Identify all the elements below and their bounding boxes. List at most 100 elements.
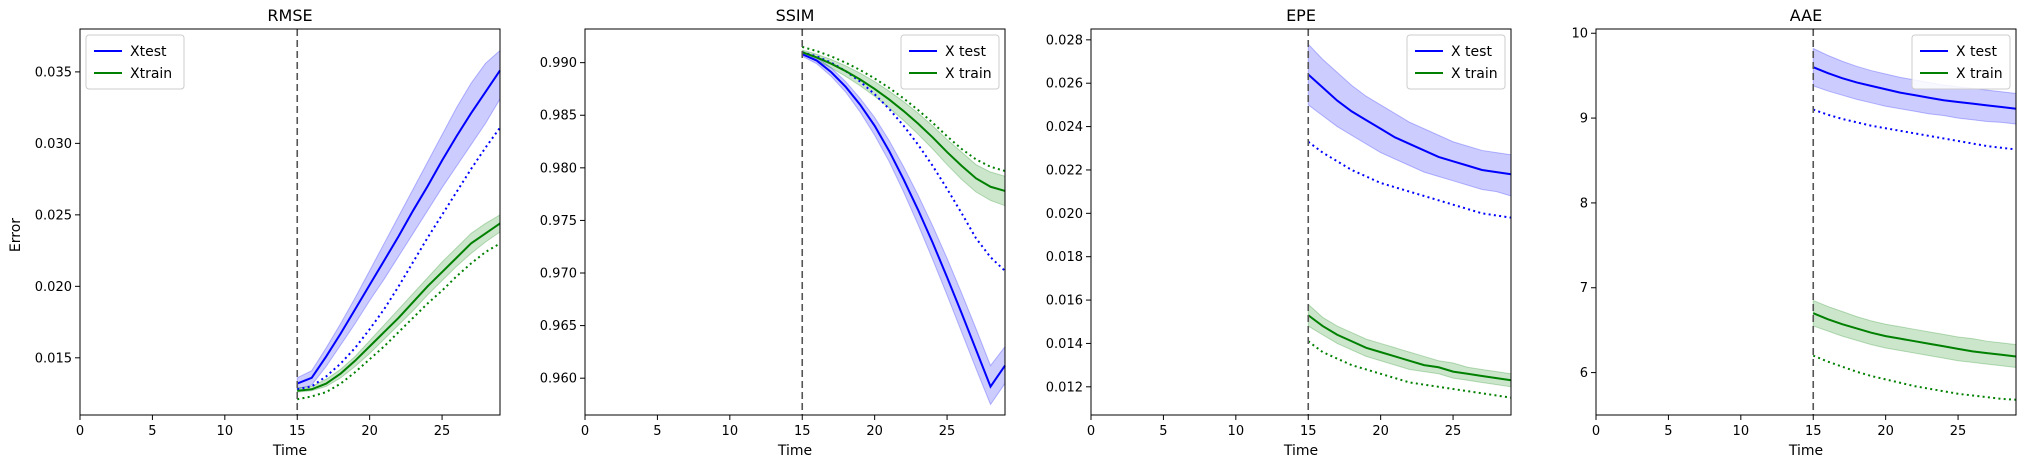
y-tick-label: 0.960 (540, 372, 577, 387)
axes-frame (584, 28, 1006, 416)
y-tick-label: 0.990 (540, 56, 577, 71)
y-tick-label: 8 (1580, 196, 1588, 211)
y-tick-label: 0.965 (540, 319, 577, 334)
y-tick-label: 0.020 (1046, 207, 1083, 222)
legend: X test X train (1406, 34, 1506, 90)
legend-box (1406, 34, 1506, 90)
x-tick-label: 25 (1445, 424, 1462, 439)
legend: X test X train (900, 34, 1000, 90)
legend-box (900, 34, 1000, 90)
dotted-line-3 (801, 45, 1006, 172)
chart-title: EPE (1286, 6, 1316, 25)
series-line-2 (1812, 312, 2017, 358)
y-tick-label: 0.975 (540, 214, 577, 229)
y-tick-label: 0.015 (35, 351, 72, 366)
y-tick-label: 0.022 (1046, 163, 1083, 178)
dotted-line-3 (1812, 354, 2017, 401)
series-line-0 (801, 53, 1006, 389)
x-tick-label: 10 (217, 424, 234, 439)
legend: Xtest Xtrain (85, 34, 185, 90)
x-tick-label: 0 (1592, 424, 1600, 439)
y-tick-label: 7 (1580, 281, 1588, 296)
chart-title: SSIM (776, 6, 815, 25)
x-tick-label: 5 (1159, 424, 1167, 439)
x-axis-label: Time (777, 443, 812, 459)
series-line-0 (1307, 73, 1512, 176)
legend-label: Xtest (130, 44, 167, 60)
y-tick-label: 0.030 (35, 137, 72, 152)
x-tick-label: 0 (76, 424, 84, 439)
legend: X test X train (1911, 34, 2011, 90)
y-tick-label: 0.026 (1046, 77, 1083, 92)
x-tick-label: 15 (794, 424, 811, 439)
x-tick-label: 0 (581, 424, 589, 439)
confidence-band-2 (1307, 303, 1512, 388)
y-tick-label: 10 (1571, 27, 1588, 42)
y-tick-label: 0.012 (1046, 380, 1083, 395)
y-tick-label: 0.024 (1046, 120, 1083, 135)
y-tick-label: 9 (1580, 112, 1588, 127)
x-tick-label: 20 (1877, 424, 1894, 439)
y-axis-label: Error (8, 218, 24, 252)
chart-panel-aae: AAE 0 5 10 15 20 25 Time 6 7 8 9 10 X test X train (1571, 6, 2017, 459)
legend-label: X train (945, 66, 992, 82)
legend-label: X test (1956, 44, 1997, 60)
series-line-0 (1812, 66, 2017, 110)
y-tick-label: 0.020 (35, 280, 72, 295)
y-tick-label: 0.035 (35, 65, 72, 80)
dotted-line-3 (297, 242, 501, 401)
dotted-line-1 (297, 127, 501, 391)
y-tick-label: 6 (1580, 366, 1588, 381)
x-axis-label: Time (272, 443, 307, 459)
chart-title: RMSE (267, 6, 312, 25)
y-tick-label: 0.018 (1046, 250, 1083, 265)
legend-box (85, 34, 185, 90)
confidence-band-0 (296, 49, 501, 390)
chart-panel-ssim: SSIM 0 5 10 15 20 25 Time 0.960 0.965 0.970 0.975 0.… (540, 6, 1006, 459)
x-tick-label: 5 (1664, 424, 1672, 439)
axes-frame (1090, 28, 1512, 416)
y-tick-label: 0.025 (35, 208, 72, 223)
legend-label: X train (1451, 66, 1498, 82)
chart-title: AAE (1790, 6, 1822, 25)
confidence-band-2 (1812, 299, 2017, 369)
y-tick-label: 0.016 (1046, 294, 1083, 309)
x-tick-label: 5 (148, 424, 156, 439)
x-tick-label: 25 (434, 424, 451, 439)
chart-panel-epe: EPE 0 5 10 15 20 25 Time 0.012 0.014 0.016 0.018 0.0… (1046, 6, 1512, 459)
legend-label: Xtrain (130, 66, 172, 82)
x-tick-label: 5 (653, 424, 661, 439)
chart-panel-rmse: RMSE 0 5 10 15 20 25 Time 0.015 0.020 0.025 0.030 0.… (35, 6, 501, 459)
x-tick-label: 15 (1300, 424, 1317, 439)
legend-label: X test (945, 44, 986, 60)
series-line-2 (801, 51, 1006, 192)
axes-frame (1595, 28, 2017, 416)
x-tick-label: 0 (1087, 424, 1095, 439)
x-tick-label: 20 (361, 424, 378, 439)
legend-box (1911, 34, 2011, 90)
series-line-0 (296, 69, 501, 385)
y-tick-label: 0.985 (540, 109, 577, 124)
x-tick-label: 15 (289, 424, 306, 439)
legend-label: X test (1451, 44, 1492, 60)
x-tick-label: 20 (866, 424, 883, 439)
legend-label: X train (1956, 66, 2003, 82)
axes-frame (79, 28, 501, 416)
x-tick-label: 10 (1733, 424, 1750, 439)
x-tick-label: 25 (1950, 424, 1967, 439)
x-tick-label: 10 (722, 424, 739, 439)
y-tick-label: 0.014 (1046, 337, 1083, 352)
y-tick-label: 0.028 (1046, 33, 1083, 48)
x-axis-label: Time (1788, 443, 1823, 459)
y-tick-label: 0.970 (540, 267, 577, 282)
series-line-2 (1307, 314, 1512, 382)
y-tick-label: 0.980 (540, 161, 577, 176)
x-tick-label: 10 (1228, 424, 1245, 439)
x-axis-label: Time (1283, 443, 1318, 459)
dotted-line-1 (801, 51, 1006, 272)
series-line-2 (297, 222, 501, 392)
x-tick-label: 25 (939, 424, 956, 439)
x-tick-label: 15 (1805, 424, 1822, 439)
x-tick-label: 20 (1372, 424, 1389, 439)
